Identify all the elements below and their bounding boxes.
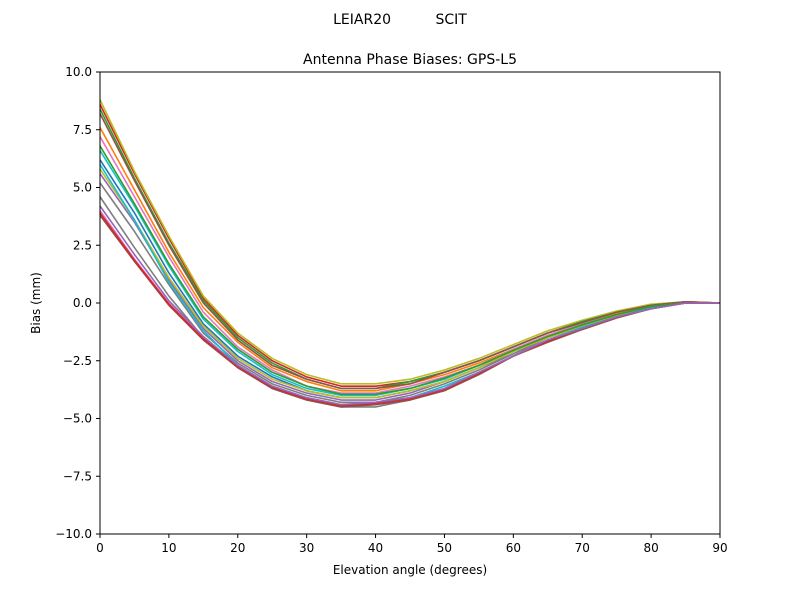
series-line-1 bbox=[99, 103, 721, 387]
series-line-2 bbox=[99, 99, 721, 385]
x-tick-label: 60 bbox=[506, 541, 521, 555]
series-line-16 bbox=[99, 214, 720, 408]
series-line-7 bbox=[99, 150, 720, 397]
y-axis-label: Bias (mm) bbox=[29, 272, 43, 334]
y-tick-label: 5.0 bbox=[73, 181, 92, 195]
x-tick-label: 80 bbox=[643, 541, 658, 555]
series-line-5 bbox=[99, 136, 720, 394]
y-tick-label: 10.0 bbox=[65, 65, 92, 79]
x-tick-label: 50 bbox=[437, 541, 452, 555]
series-line-18 bbox=[99, 205, 720, 406]
y-axis: −10.0 −7.5 −5.0 −2.5 0.0 2.5 5.0 7.5 10.0 bbox=[55, 65, 100, 541]
y-tick-label: 0.0 bbox=[73, 296, 92, 310]
y-tick-label: 2.5 bbox=[73, 238, 92, 252]
series-line-6 bbox=[99, 113, 721, 390]
y-tick-label: −5.0 bbox=[63, 412, 92, 426]
y-tick-label: −10.0 bbox=[55, 527, 92, 541]
series-line-10 bbox=[99, 182, 720, 404]
series-layer bbox=[99, 99, 721, 408]
x-tick-label: 30 bbox=[299, 541, 314, 555]
x-tick-label: 20 bbox=[230, 541, 245, 555]
series-line-3 bbox=[99, 108, 721, 390]
y-tick-label: −7.5 bbox=[63, 469, 92, 483]
series-line-13 bbox=[99, 145, 720, 396]
figure-suptitle: LEIAR20 SCIT bbox=[333, 12, 467, 28]
x-tick-label: 40 bbox=[368, 541, 383, 555]
x-tick-label: 90 bbox=[712, 541, 727, 555]
x-tick-label: 10 bbox=[161, 541, 176, 555]
y-tick-label: 7.5 bbox=[73, 123, 92, 137]
series-line-4 bbox=[99, 127, 720, 392]
chart-title: Antenna Phase Biases: GPS-L5 bbox=[303, 52, 517, 68]
x-tick-label: 70 bbox=[575, 541, 590, 555]
y-tick-label: −2.5 bbox=[63, 354, 92, 368]
x-tick-label: 0 bbox=[96, 541, 104, 555]
x-axis: 0 10 20 30 40 50 60 70 80 90 bbox=[96, 534, 728, 555]
series-line-11 bbox=[99, 168, 720, 399]
x-axis-label: Elevation angle (degrees) bbox=[333, 563, 487, 577]
